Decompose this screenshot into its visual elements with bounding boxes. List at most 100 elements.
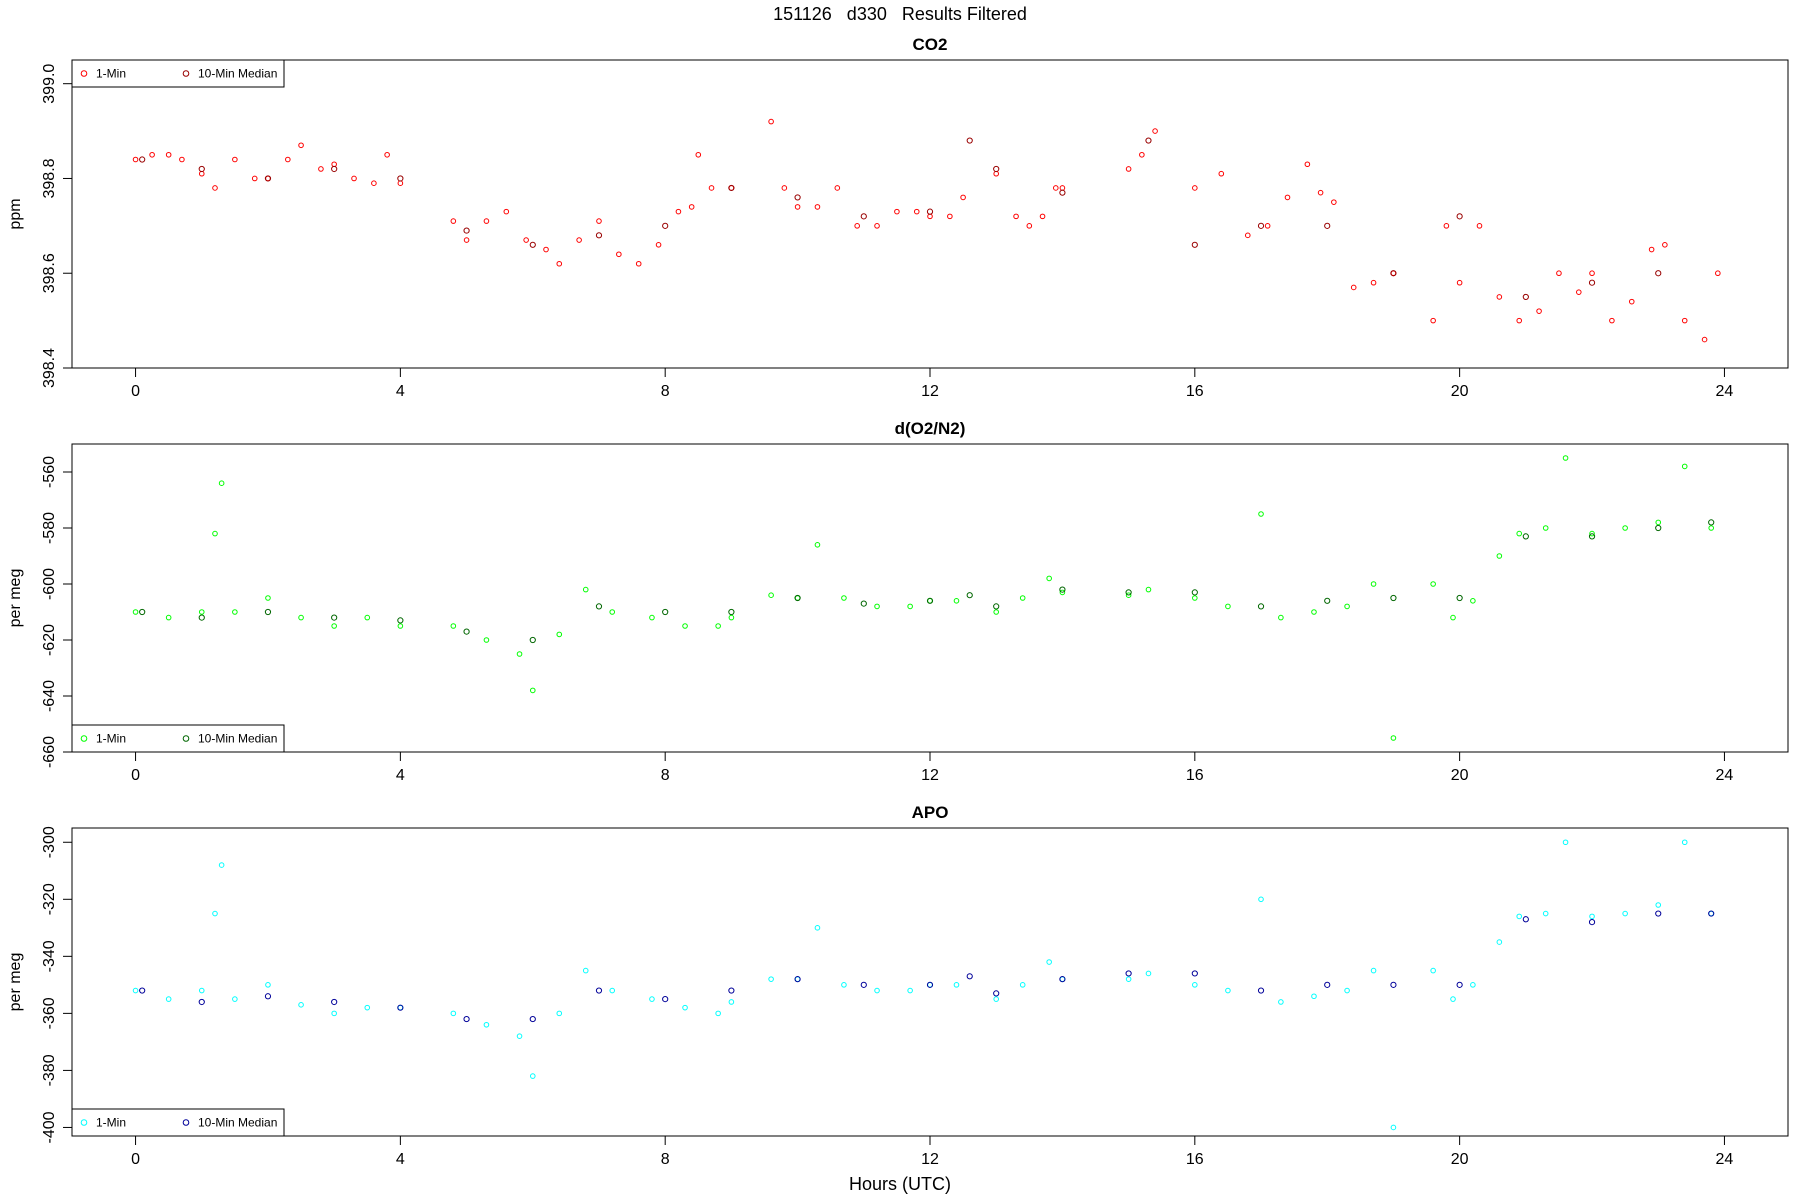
panel-1: CO2 ppm 0 4 8 12 16 20 24 398.4 398.6 398.8 399.0 1-M… <box>7 35 1789 400</box>
data-point <box>139 987 146 994</box>
data-point <box>794 204 801 210</box>
data-point <box>682 1004 688 1011</box>
data-point <box>1450 996 1456 1002</box>
data-point <box>556 260 563 267</box>
data-point <box>715 623 721 629</box>
data-point <box>595 603 603 610</box>
data-point <box>582 967 589 974</box>
data-point <box>1125 976 1132 982</box>
y-tick-label: -340 <box>41 940 58 972</box>
legend-marker <box>80 70 88 77</box>
y-tick-label: -660 <box>41 736 58 768</box>
data-point <box>1390 735 1397 741</box>
data-point <box>582 586 589 593</box>
data-point <box>198 998 205 1006</box>
data-point <box>397 180 404 186</box>
data-point <box>1708 910 1715 917</box>
data-point <box>993 603 1000 610</box>
legend-marker <box>182 735 190 742</box>
data-point <box>768 592 774 599</box>
data-point <box>1324 981 1331 988</box>
data-point <box>198 165 205 173</box>
data-point <box>198 609 205 615</box>
data-point <box>927 213 933 220</box>
data-point <box>1191 241 1198 248</box>
data-point <box>1125 166 1132 172</box>
legend: 1-Min 10-Min Median <box>71 1108 285 1137</box>
data-point <box>198 170 205 177</box>
data-point <box>1324 222 1331 229</box>
data-point <box>907 987 913 994</box>
data-point <box>463 628 470 635</box>
data-point <box>993 996 1000 1002</box>
data-point <box>1562 839 1569 846</box>
data-point <box>953 598 960 604</box>
data-point <box>1708 525 1715 531</box>
data-point <box>781 185 788 191</box>
x-tick-label: 12 <box>921 1151 939 1168</box>
data-point <box>1516 913 1523 920</box>
legend-label: 10-Min Median <box>198 732 277 746</box>
data-point <box>1350 284 1357 291</box>
panel-title: CO2 <box>913 35 948 54</box>
data-point <box>179 156 185 163</box>
data-point <box>463 1015 470 1023</box>
data-point <box>1019 982 1026 988</box>
data-point <box>1258 511 1264 517</box>
data-point <box>331 1010 337 1017</box>
data-point <box>198 987 205 994</box>
x-tick-label: 24 <box>1716 383 1734 400</box>
data-point <box>1278 614 1284 621</box>
legend-box <box>71 59 285 88</box>
data-point <box>993 170 1000 177</box>
x-tick-label: 20 <box>1451 767 1469 784</box>
data-point <box>529 1015 536 1023</box>
series-10-min-median <box>139 519 1715 644</box>
data-point <box>1522 293 1529 301</box>
data-point <box>318 166 324 172</box>
data-point <box>516 651 523 657</box>
data-point <box>397 175 404 182</box>
data-point <box>1655 519 1662 526</box>
data-point <box>1556 270 1562 277</box>
data-point <box>556 631 563 638</box>
data-point <box>728 987 735 994</box>
data-point <box>232 996 238 1002</box>
data-point <box>1059 589 1066 596</box>
panel-title: APO <box>912 803 949 822</box>
data-point <box>794 594 801 602</box>
data-point <box>298 1002 304 1008</box>
data-point <box>1257 603 1265 610</box>
data-point <box>265 982 271 988</box>
data-point <box>397 617 404 624</box>
data-point <box>132 609 139 615</box>
data-point <box>264 608 272 616</box>
data-point <box>1496 294 1503 300</box>
y-tick-label: -640 <box>41 680 58 712</box>
data-point <box>1390 270 1397 277</box>
legend-label: 1-Min <box>96 67 126 81</box>
data-point <box>1192 595 1198 601</box>
data-point <box>1536 308 1542 314</box>
data-point <box>543 246 549 253</box>
data-point <box>1311 993 1317 1000</box>
data-point <box>1588 533 1596 540</box>
data-point <box>1264 223 1271 229</box>
legend-label: 10-Min Median <box>198 1116 277 1130</box>
data-point <box>529 687 536 694</box>
data-point <box>1648 246 1655 253</box>
data-point <box>1304 161 1311 168</box>
data-point <box>595 987 603 994</box>
data-point <box>874 987 880 994</box>
x-tick-label: 20 <box>1451 383 1469 400</box>
data-point <box>1681 317 1688 324</box>
x-tick-label: 0 <box>131 1151 140 1168</box>
data-point <box>165 996 172 1002</box>
data-point <box>285 156 291 163</box>
data-point <box>298 614 304 621</box>
data-point <box>1562 455 1569 461</box>
y-axis-label: per meg <box>7 569 24 628</box>
data-point <box>1681 463 1688 470</box>
data-point <box>1258 896 1264 903</box>
data-point <box>675 208 682 215</box>
